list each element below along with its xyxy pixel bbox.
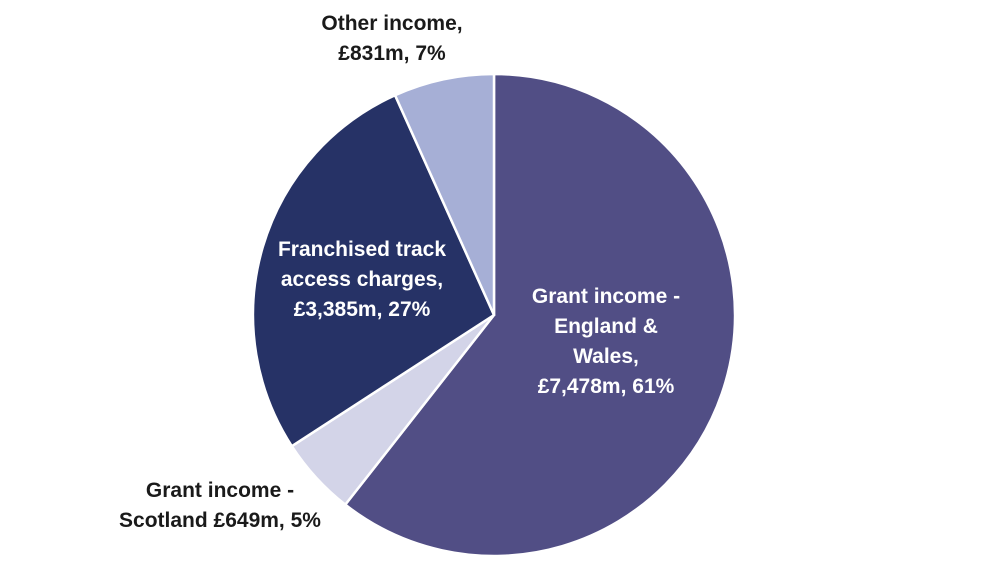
slice-label-line: access charges, bbox=[281, 268, 443, 291]
slice-label-franchised-track-access-charges: Franchised track access charges, £3,385m, … bbox=[278, 238, 446, 321]
slice-label-line: Franchised track bbox=[278, 238, 446, 261]
slice-label-line: Grant income - bbox=[532, 285, 680, 308]
slice-label-line: Grant income - bbox=[146, 479, 294, 502]
slice-label-line: England & bbox=[554, 315, 658, 338]
slice-label-line: Wales, bbox=[573, 345, 639, 368]
pie-slice-other-income bbox=[393, 72, 496, 316]
slice-label-line: £7,478m, 61% bbox=[538, 375, 675, 398]
pie-slice-grant-income-england-wales bbox=[343, 72, 737, 558]
pie-labels: Grant income - England & Wales, £7,478m, 61… bbox=[119, 12, 680, 532]
pie-slices bbox=[251, 72, 737, 558]
slice-label-grant-income-england-wales: Grant income - England & Wales, £7,478m, 61… bbox=[532, 285, 680, 398]
slice-label-line: Other income, bbox=[321, 12, 462, 35]
slice-label-line: Scotland £649m, 5% bbox=[119, 509, 321, 532]
slice-label-grant-income-scotland: Grant income - Scotland £649m, 5% bbox=[119, 479, 321, 532]
slice-label-other-income: Other income, £831m, 7% bbox=[321, 12, 462, 65]
slice-label-line: £831m, 7% bbox=[338, 42, 446, 65]
slice-label-line: £3,385m, 27% bbox=[294, 298, 431, 321]
